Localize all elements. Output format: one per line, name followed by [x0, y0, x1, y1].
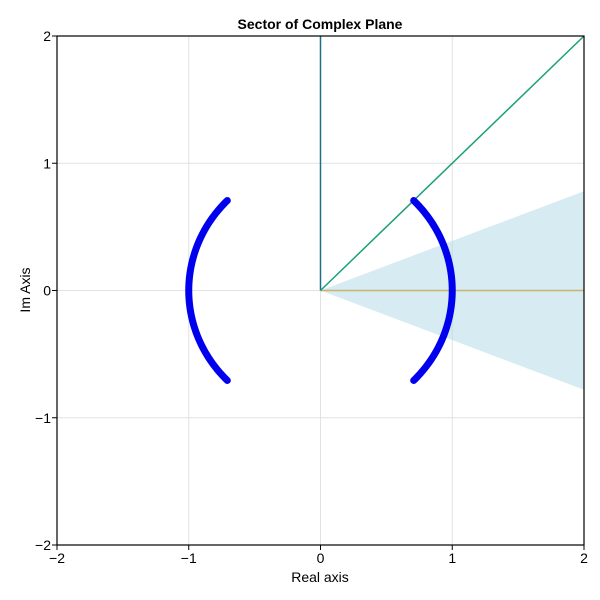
- x-tick-label-4: 2: [580, 550, 588, 566]
- x-tick-label-0: −2: [49, 550, 65, 566]
- y-axis-label: Im Axis: [17, 267, 33, 312]
- x-axis-label: Real axis: [291, 569, 349, 585]
- x-tick-label-1: −1: [181, 550, 197, 566]
- y-tick-label-3: 1: [43, 155, 51, 171]
- unit-circle-arc-left: [185, 197, 231, 384]
- plot-series: [185, 35, 585, 390]
- diagonal-ray: [319, 35, 585, 292]
- y-tick-label-2: 0: [43, 283, 51, 299]
- unit-circle-arc-right: [410, 197, 456, 384]
- chart-title: Sector of Complex Plane: [238, 16, 403, 32]
- y-tick-label-4: 2: [43, 28, 51, 44]
- axis-ticks: −2 −1 0 1 2 −2 −1 0 1 2: [35, 28, 588, 566]
- x-tick-label-3: 1: [448, 550, 456, 566]
- x-tick-label-2: 0: [317, 550, 325, 566]
- y-tick-label-0: −2: [35, 537, 51, 553]
- y-tick-label-1: −1: [35, 410, 51, 426]
